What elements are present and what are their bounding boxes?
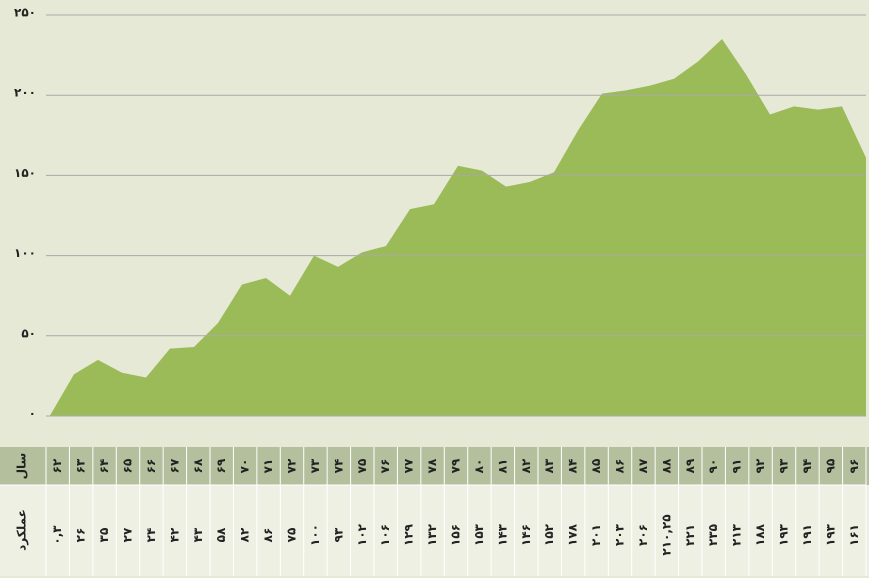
value-label: ۵۸ (214, 527, 228, 542)
value-label: ۰,۳ (50, 525, 64, 545)
row-label: عملکرد (15, 509, 29, 551)
y-tick-label: ۲۰۰ (14, 86, 36, 100)
year-label: ۷۶ (378, 459, 392, 474)
year-label: ۶۷ (167, 458, 181, 473)
value-row (0, 485, 869, 576)
value-label: ۲۰۱ (589, 524, 603, 546)
year-label: ۹۶ (847, 459, 861, 474)
year-label: ۶۶ (144, 459, 158, 474)
year-label: ۶۳ (74, 458, 88, 473)
value-label: ۱۵۳ (472, 523, 486, 546)
value-label: ۱۰۶ (378, 524, 392, 546)
year-label: ۸۰ (472, 459, 486, 474)
y-tick-label: ۲۵۰ (14, 6, 36, 20)
year-label: ۹۴ (800, 459, 814, 474)
value-label: ۱۹۱ (800, 524, 814, 546)
y-tick-label: ۰ (29, 407, 36, 421)
value-label: ۱۵۲ (542, 523, 556, 546)
y-tick-label: ۱۰۰ (14, 246, 36, 260)
value-label: ۱۹۳ (777, 523, 791, 546)
value-label: ۲۰۳ (613, 523, 627, 546)
year-label: ۶۴ (97, 459, 111, 474)
value-label: ۸۶ (261, 528, 275, 543)
year-label: ۹۲ (753, 458, 767, 473)
value-label: ۴۲ (167, 527, 181, 542)
value-label: ۷۵ (285, 528, 299, 543)
value-label: ۲۱۰,۲۵ (659, 514, 673, 555)
year-label: ۸۲ (519, 458, 533, 473)
value-label: ۳۵ (97, 528, 111, 543)
year-label: ۷۹ (449, 458, 463, 473)
year-label: ۷۵ (355, 459, 369, 474)
year-label: ۷۰ (238, 459, 252, 474)
value-label: ۱۶۱ (847, 524, 861, 546)
year-label: ۷۷ (402, 458, 416, 473)
value-label: ۲۱۳ (730, 523, 744, 546)
value-label: ۱۲۹ (402, 523, 416, 546)
value-label: ۲۴ (144, 528, 158, 543)
year-label: ۸۶ (613, 459, 627, 474)
year-label: ۹۰ (706, 459, 720, 474)
value-label: ۱۹۳ (823, 523, 837, 546)
area (50, 39, 866, 417)
year-label: ۸۳ (542, 458, 556, 473)
row-label: سال (15, 453, 29, 480)
year-label: ۶۵ (121, 459, 135, 474)
value-label: ۱۴۶ (519, 524, 533, 546)
value-label: ۱۴۳ (495, 523, 509, 546)
year-label: ۹۱ (730, 459, 744, 474)
year-label: ۸۷ (636, 458, 650, 473)
value-label: ۸۲ (238, 527, 252, 542)
year-label: ۸۱ (495, 459, 509, 474)
value-label: ۱۵۶ (449, 524, 463, 546)
y-tick-label: ۵۰ (21, 326, 36, 340)
year-row (0, 447, 869, 485)
year-label: ۷۱ (261, 459, 275, 474)
value-label: ۲۶ (74, 528, 88, 543)
year-label: ۶۸ (191, 458, 205, 473)
year-label: ۹۳ (777, 458, 791, 473)
year-label: ۷۳ (308, 458, 322, 473)
value-label: ۲۳۵ (706, 524, 720, 546)
y-tick-label: ۱۵۰ (14, 166, 36, 180)
year-label: ۸۸ (659, 458, 673, 473)
value-label: ۴۳ (191, 527, 205, 542)
year-label: ۶۹ (214, 458, 228, 473)
year-label: ۸۹ (683, 458, 697, 473)
year-label: ۸۴ (566, 459, 580, 474)
value-label: ۱۳۲ (425, 523, 439, 546)
value-label: ۲۰۶ (636, 524, 650, 546)
value-label: ۱۸۸ (753, 523, 767, 546)
year-label: ۷۲ (285, 458, 299, 473)
value-label: ۲۷ (121, 527, 135, 542)
value-label: ۲۲۱ (683, 524, 697, 546)
year-label: ۷۴ (331, 459, 345, 474)
year-label: ۷۸ (425, 458, 439, 473)
year-label: ۹۵ (823, 459, 837, 474)
year-label: ۸۵ (589, 459, 603, 474)
year-label: ۶۲ (50, 458, 64, 473)
value-label: ۱۷۸ (566, 523, 580, 546)
value-label: ۱۰۰ (308, 524, 322, 546)
value-label: ۹۳ (331, 527, 345, 542)
value-label: ۱۰۲ (355, 523, 369, 546)
